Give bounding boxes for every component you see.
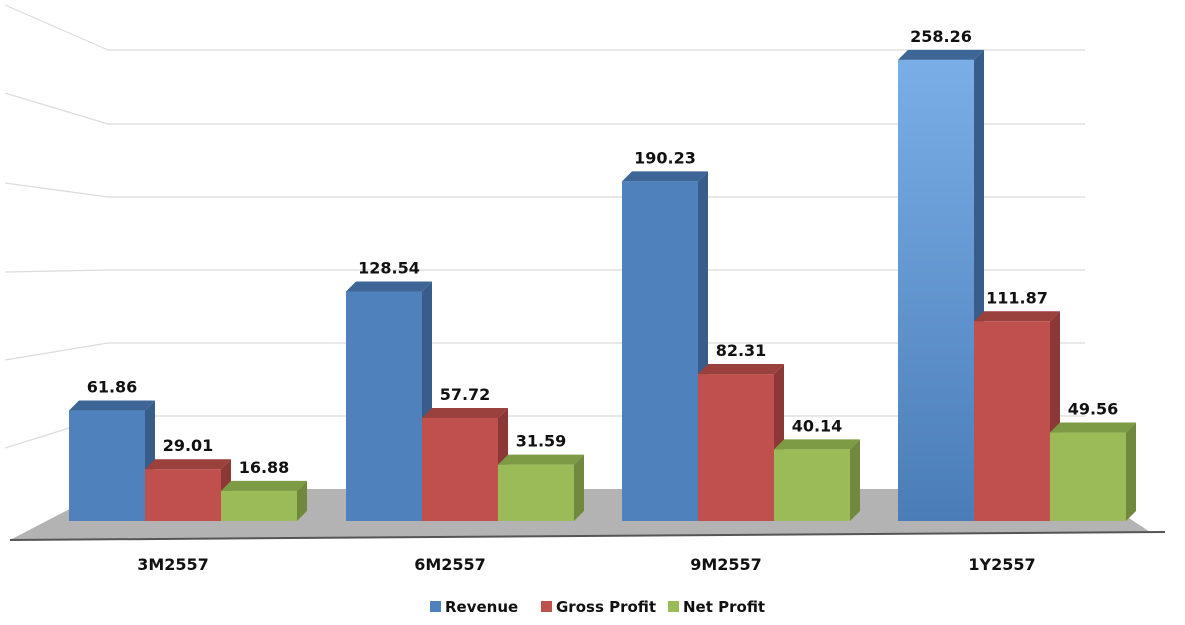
bar-net-profit-3m2557 bbox=[221, 490, 297, 521]
bar-gross-profit-6m2557-top bbox=[422, 407, 508, 418]
legend-label-gross-profit: Gross Profit bbox=[556, 598, 656, 616]
bar-revenue-1y2557-top bbox=[898, 49, 984, 60]
bar-net-profit-1y2557-side bbox=[1126, 422, 1136, 521]
bar-gross-profit-1y2557 bbox=[974, 321, 1050, 521]
bar-net-profit-1y2557 bbox=[1050, 432, 1126, 521]
data-label-net-profit-3m2557: 16.88 bbox=[239, 458, 290, 477]
bar-net-profit-3m2557-side bbox=[297, 480, 307, 521]
data-label-revenue-3m2557: 61.86 bbox=[87, 378, 138, 397]
x-axis-line bbox=[9, 531, 1166, 541]
category-label-1y2557: 1Y2557 bbox=[968, 555, 1035, 574]
bar-net-profit-6m2557-side bbox=[574, 454, 584, 521]
bar-gross-profit-9m2557-top bbox=[698, 364, 784, 375]
data-label-revenue-6m2557: 128.54 bbox=[358, 259, 420, 278]
bar-revenue-9m2557-top bbox=[622, 171, 708, 182]
data-label-net-profit-1y2557: 49.56 bbox=[1068, 400, 1119, 419]
data-label-gross-profit-9m2557: 82.31 bbox=[716, 341, 767, 360]
legend-swatch-gross-profit bbox=[541, 601, 552, 612]
bar-gross-profit-3m2557 bbox=[145, 469, 221, 521]
data-label-gross-profit-3m2557: 29.01 bbox=[163, 436, 214, 455]
bar-revenue-3m2557-top bbox=[69, 400, 155, 411]
bar-gross-profit-9m2557 bbox=[698, 374, 774, 521]
bar-net-profit-1y2557-top bbox=[1050, 422, 1136, 433]
bar-gross-profit-6m2557 bbox=[422, 417, 498, 521]
bar-gross-profit-1y2557-top bbox=[974, 311, 1060, 322]
category-label-9m2557: 9M2557 bbox=[690, 555, 762, 574]
bar-net-profit-6m2557 bbox=[498, 464, 574, 521]
bar-net-profit-9m2557-side bbox=[850, 439, 860, 521]
data-label-net-profit-6m2557: 31.59 bbox=[516, 432, 567, 451]
data-label-net-profit-9m2557: 40.14 bbox=[792, 416, 843, 435]
gridlines bbox=[4, 4, 1085, 449]
bar-net-profit-3m2557-top bbox=[221, 480, 307, 491]
side-gridline bbox=[4, 4, 109, 51]
category-label-3m2557: 3M2557 bbox=[137, 555, 209, 574]
category-label-6m2557: 6M2557 bbox=[414, 555, 486, 574]
data-label-revenue-1y2557: 258.26 bbox=[910, 27, 972, 46]
bar-net-profit-9m2557-top bbox=[774, 439, 860, 450]
bar-gross-profit-3m2557-top bbox=[145, 459, 231, 470]
value-labels: 61.86 29.01 16.88 128.54 57.72 31.59 190.23 82.… bbox=[87, 27, 1119, 477]
bar-net-profit-6m2557-top bbox=[498, 454, 584, 465]
data-label-gross-profit-1y2557: 111.87 bbox=[986, 288, 1048, 307]
legend-swatch-revenue bbox=[430, 601, 441, 612]
legend-label-net-profit: Net Profit bbox=[683, 598, 765, 616]
bar-revenue-9m2557 bbox=[622, 181, 698, 521]
side-gridline bbox=[4, 182, 109, 198]
bar-revenue-6m2557-top bbox=[346, 281, 432, 292]
bars bbox=[69, 49, 1136, 522]
bar-revenue-3m2557 bbox=[69, 410, 145, 521]
side-gridline bbox=[4, 92, 109, 125]
side-gridline bbox=[4, 342, 109, 361]
legend-swatch-net-profit bbox=[668, 601, 679, 612]
legend-label-revenue: Revenue bbox=[445, 598, 518, 616]
bar-revenue-1y2557 bbox=[898, 59, 974, 522]
bar-revenue-6m2557 bbox=[346, 291, 422, 521]
legend: Revenue Gross Profit Net Profit bbox=[430, 598, 765, 616]
data-label-revenue-9m2557: 190.23 bbox=[634, 148, 696, 167]
side-gridline bbox=[4, 269, 109, 273]
category-labels: 3M2557 6M2557 9M2557 1Y2557 bbox=[137, 555, 1035, 574]
bar-net-profit-9m2557 bbox=[774, 449, 850, 521]
data-label-gross-profit-6m2557: 57.72 bbox=[440, 385, 491, 404]
